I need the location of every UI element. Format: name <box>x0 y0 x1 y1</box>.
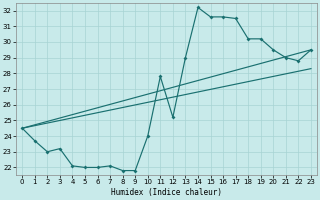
X-axis label: Humidex (Indice chaleur): Humidex (Indice chaleur) <box>111 188 222 197</box>
